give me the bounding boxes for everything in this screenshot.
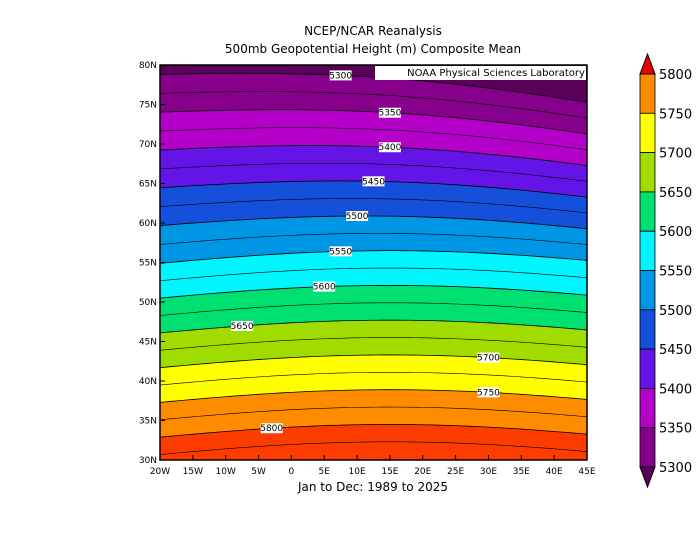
attribution-box bbox=[375, 66, 586, 80]
contour-label: 5350 bbox=[378, 109, 401, 119]
colorbar-label: 5350 bbox=[659, 422, 692, 437]
colorbar-label: 5550 bbox=[659, 265, 692, 280]
contour-line bbox=[160, 162, 587, 182]
band bbox=[160, 424, 587, 460]
contour-line bbox=[160, 337, 587, 351]
contour-line bbox=[160, 198, 587, 214]
colorbar-segment bbox=[639, 348, 656, 389]
lon-tick-label: 15W bbox=[183, 467, 203, 477]
colorbar-label: 5750 bbox=[659, 107, 692, 122]
map-bands bbox=[160, 65, 587, 460]
contour-line bbox=[160, 406, 587, 421]
contour-line bbox=[160, 267, 587, 282]
contour-label: 5600 bbox=[313, 283, 336, 293]
lon-tick-label: 15E bbox=[381, 467, 398, 477]
contour-line bbox=[160, 285, 587, 299]
contour-line bbox=[160, 109, 587, 135]
colorbar-segment bbox=[639, 152, 656, 193]
contour-label-bg bbox=[378, 142, 401, 153]
subtitle: 500mb Geopotential Height (m) Composite … bbox=[225, 42, 521, 56]
contour-line bbox=[160, 389, 587, 403]
lon-tick-label: 35E bbox=[513, 467, 530, 477]
lat-tick-label: 65N bbox=[139, 180, 157, 190]
contour-line bbox=[160, 91, 587, 119]
contour-line bbox=[160, 145, 587, 166]
contour-line bbox=[160, 250, 587, 264]
colorbar-segment bbox=[639, 309, 656, 350]
attribution: NOAA Physical Sciences Laboratory bbox=[407, 68, 585, 79]
footer: Jan to Dec: 1989 to 2025 bbox=[297, 480, 448, 494]
contour-label-bg bbox=[231, 320, 254, 331]
lat-tick-label: 55N bbox=[139, 259, 157, 269]
contour-label-bg bbox=[346, 211, 369, 222]
contour-label-bg bbox=[477, 352, 500, 363]
colorbar-label: 5700 bbox=[659, 147, 692, 162]
contour-line bbox=[160, 233, 587, 245]
colorbar-label: 5300 bbox=[659, 461, 692, 476]
colorbar-segment bbox=[639, 427, 656, 468]
lon-tick-label: 10E bbox=[349, 467, 366, 477]
contour-label: 5700 bbox=[477, 354, 500, 364]
colorbar-bottom bbox=[639, 466, 656, 489]
lon-tick-label: 10W bbox=[216, 467, 236, 477]
lat-tick-label: 30N bbox=[139, 456, 157, 466]
contour-label: 5400 bbox=[378, 143, 401, 153]
colorbar-label: 5500 bbox=[659, 304, 692, 319]
colorbar-label: 5400 bbox=[659, 382, 692, 397]
contour-line bbox=[160, 215, 587, 230]
colorbar-segment bbox=[639, 191, 656, 232]
contour-line bbox=[160, 354, 587, 369]
lat-tick-label: 50N bbox=[139, 298, 157, 308]
lon-tick-label: 0 bbox=[289, 467, 295, 477]
lat-tick-label: 35N bbox=[139, 417, 157, 427]
lon-tick-label: 20E bbox=[414, 467, 431, 477]
colorbar-label: 5650 bbox=[659, 186, 692, 201]
colorbar-label: 5800 bbox=[659, 68, 692, 83]
contour-label-bg bbox=[329, 70, 352, 81]
lon-tick-label: 30E bbox=[480, 467, 497, 477]
contour-label-bg bbox=[313, 281, 336, 292]
contour-label: 5650 bbox=[231, 322, 254, 332]
lon-tick-label: 25E bbox=[447, 467, 464, 477]
contour-label: 5750 bbox=[477, 388, 500, 398]
lat-tick-label: 80N bbox=[139, 61, 157, 71]
contour-line bbox=[160, 441, 587, 455]
contour-line bbox=[160, 72, 587, 103]
contour-line bbox=[160, 319, 587, 334]
contour-line bbox=[160, 302, 587, 316]
contour-label: 5450 bbox=[362, 177, 385, 187]
lon-tick-label: 5E bbox=[319, 467, 331, 477]
contour-line bbox=[160, 127, 587, 150]
contour-label: 5550 bbox=[329, 247, 352, 257]
colorbar-top bbox=[639, 52, 656, 75]
contour-label-bg bbox=[378, 107, 401, 118]
lon-tick-label: 5W bbox=[251, 467, 266, 477]
contour-label: 5800 bbox=[260, 424, 283, 434]
lat-tick-label: 70N bbox=[139, 140, 157, 150]
contour-line bbox=[160, 424, 587, 438]
contour-label: 5300 bbox=[329, 71, 352, 81]
lat-tick-label: 75N bbox=[139, 101, 157, 111]
lon-tick-label: 45E bbox=[578, 467, 595, 477]
colorbar-segment bbox=[639, 230, 656, 271]
lon-tick-label: 40E bbox=[546, 467, 563, 477]
title: NCEP/NCAR Reanalysis bbox=[304, 24, 442, 38]
contour-label: 5500 bbox=[346, 212, 369, 222]
colorbar-segment bbox=[639, 387, 656, 429]
contour-label-bg bbox=[477, 387, 500, 398]
lat-tick-label: 45N bbox=[139, 338, 157, 348]
lon-tick-label: 20W bbox=[150, 467, 170, 477]
lat-tick-label: 40N bbox=[139, 377, 157, 387]
colorbar-segment bbox=[639, 73, 656, 114]
lat-tick-label: 60N bbox=[139, 219, 157, 229]
contour-line bbox=[160, 372, 587, 386]
contour-label-bg bbox=[362, 176, 385, 187]
colorbar-label: 5450 bbox=[659, 343, 692, 358]
contour-label-bg bbox=[329, 246, 352, 257]
colorbar-segment bbox=[639, 270, 656, 311]
contour-label-bg bbox=[260, 423, 283, 434]
colorbar-label: 5600 bbox=[659, 225, 692, 240]
colorbar-segment bbox=[639, 112, 656, 154]
